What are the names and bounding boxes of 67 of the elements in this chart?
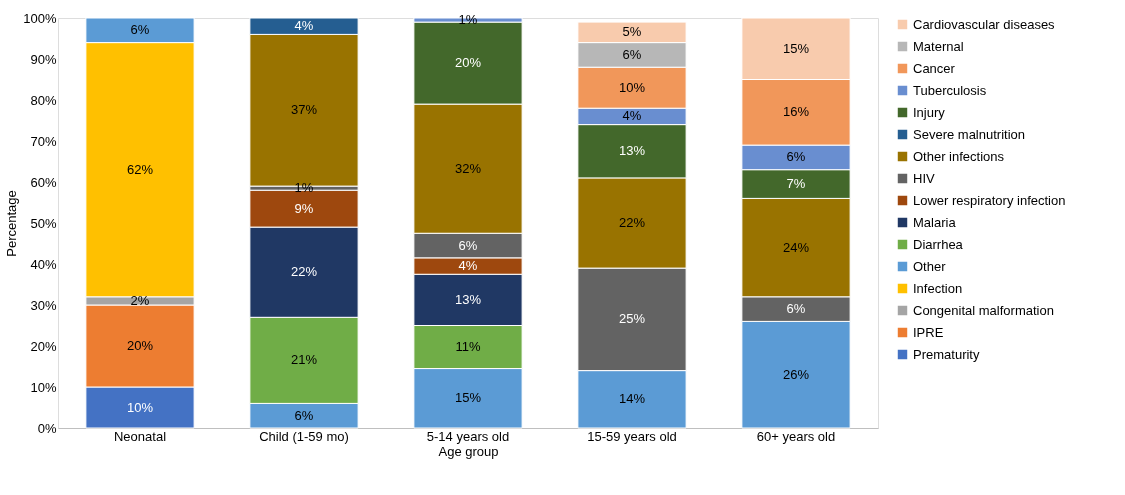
y-tick-label: 40% (30, 256, 57, 272)
legend-label: Congenital malformation (913, 302, 1054, 318)
legend-label: Other infections (913, 148, 1005, 164)
data-label: 13% (618, 143, 646, 159)
legend-label: Prematurity (913, 346, 980, 362)
y-tick-label: 90% (30, 51, 57, 67)
y-tick-label: 60% (30, 174, 57, 190)
data-label: 13% (454, 291, 482, 307)
y-tick-label: 20% (30, 338, 57, 354)
y-tick-label: 70% (30, 133, 57, 149)
data-label: 9% (294, 200, 314, 216)
data-label: 6% (786, 149, 806, 165)
legend-label: Tuberculosis (913, 82, 987, 98)
legend-label: Infection (913, 280, 963, 296)
legend-label: Maternal (913, 38, 964, 54)
data-label: 7% (786, 176, 806, 192)
data-label: 16% (782, 104, 810, 120)
data-label: 24% (782, 239, 810, 255)
data-label: 22% (618, 215, 646, 230)
data-label: 4% (458, 258, 478, 274)
data-label: 26% (782, 366, 810, 382)
legend-label: HIV (913, 170, 935, 186)
y-tick-label: 100% (23, 10, 57, 26)
y-axis-title: Percentage (4, 190, 20, 257)
x-axis-title: Age group (438, 443, 499, 459)
legend-label: Lower respiratory infection (913, 192, 1066, 208)
data-label: 5% (622, 24, 642, 40)
y-tick-label: 80% (30, 92, 57, 108)
legend-label: Cardiovascular diseases (913, 16, 1056, 32)
y-tick-label: 0% (37, 420, 57, 436)
data-label: 20% (454, 55, 482, 71)
y-tick-label: 30% (30, 297, 57, 313)
x-tick-label: 60+ years old (756, 428, 836, 444)
legend-label: Cancer (913, 60, 956, 76)
data-label: 10% (126, 399, 154, 415)
data-label: 10% (618, 79, 646, 95)
data-label: 6% (786, 301, 806, 317)
data-label: 37% (290, 102, 318, 118)
data-label: 62% (126, 161, 154, 177)
legend-label: Injury (913, 104, 946, 120)
data-label: 15% (782, 40, 810, 56)
data-label: 32% (454, 160, 482, 176)
data-label: 14% (618, 391, 646, 407)
y-tick-label: 10% (30, 379, 57, 395)
legend-label: Diarrhea (913, 236, 964, 252)
data-label: 4% (622, 108, 642, 124)
x-tick-label: Child (1-59 mo) (259, 428, 349, 444)
data-label: 15% (454, 390, 482, 406)
data-label: 6% (622, 46, 642, 62)
data-label: 22% (290, 264, 318, 280)
x-tick-label: Neonatal (113, 428, 167, 444)
data-label: 20% (126, 338, 154, 353)
data-label: 25% (618, 311, 646, 327)
data-label: 21% (290, 352, 318, 368)
data-label: 6% (294, 407, 314, 423)
x-tick-label: 15-59 years old (587, 428, 677, 444)
legend-label: Malaria (913, 214, 957, 230)
data-label: 6% (458, 237, 478, 253)
x-tick-label: 5-14 years old (426, 428, 510, 444)
legend-label: IPRE (913, 324, 944, 340)
data-label: 11% (455, 339, 481, 355)
legend-label: Severe malnutrition (913, 126, 1025, 142)
y-tick-label: 50% (30, 215, 57, 231)
data-label: 2% (130, 292, 150, 308)
data-label: 4% (294, 18, 314, 34)
legend-label: Other (913, 258, 947, 274)
data-label: 6% (130, 22, 150, 38)
